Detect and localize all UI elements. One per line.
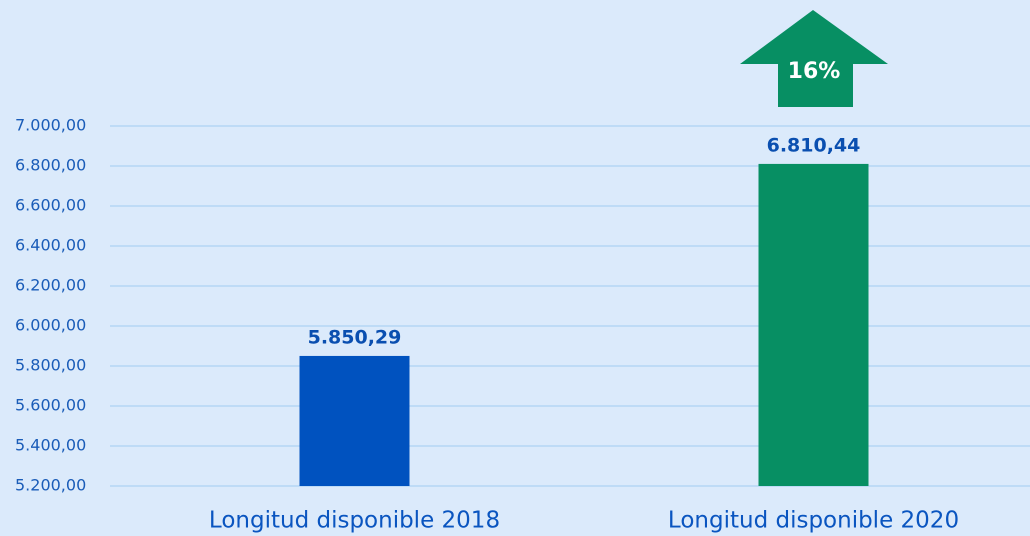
- y-tick-label: 5.400,00: [15, 436, 86, 455]
- arrow-shape: [740, 10, 888, 107]
- y-tick-label: 5.200,00: [15, 476, 86, 495]
- y-tick-label: 6.000,00: [15, 316, 86, 335]
- bar: [299, 355, 410, 486]
- annotation: 16%: [788, 59, 841, 84]
- y-tick-label: 5.800,00: [15, 356, 86, 375]
- value-label: 5.850,29: [308, 326, 402, 348]
- bar: [758, 163, 869, 487]
- x-tick-label: Longitud disponible 2018: [209, 508, 500, 534]
- increase-arrow: 16%: [740, 10, 888, 107]
- value-label: 6.810,44: [767, 134, 861, 156]
- y-tick-label: 5.600,00: [15, 396, 86, 415]
- x-tick-label: Longitud disponible 2020: [668, 508, 959, 534]
- y-tick-label: 7.000,00: [15, 116, 86, 135]
- y-tick-label: 6.800,00: [15, 156, 86, 175]
- y-tick-label: 6.200,00: [15, 276, 86, 295]
- y-tick-label: 6.400,00: [15, 236, 86, 255]
- y-tick-label: 6.600,00: [15, 196, 86, 215]
